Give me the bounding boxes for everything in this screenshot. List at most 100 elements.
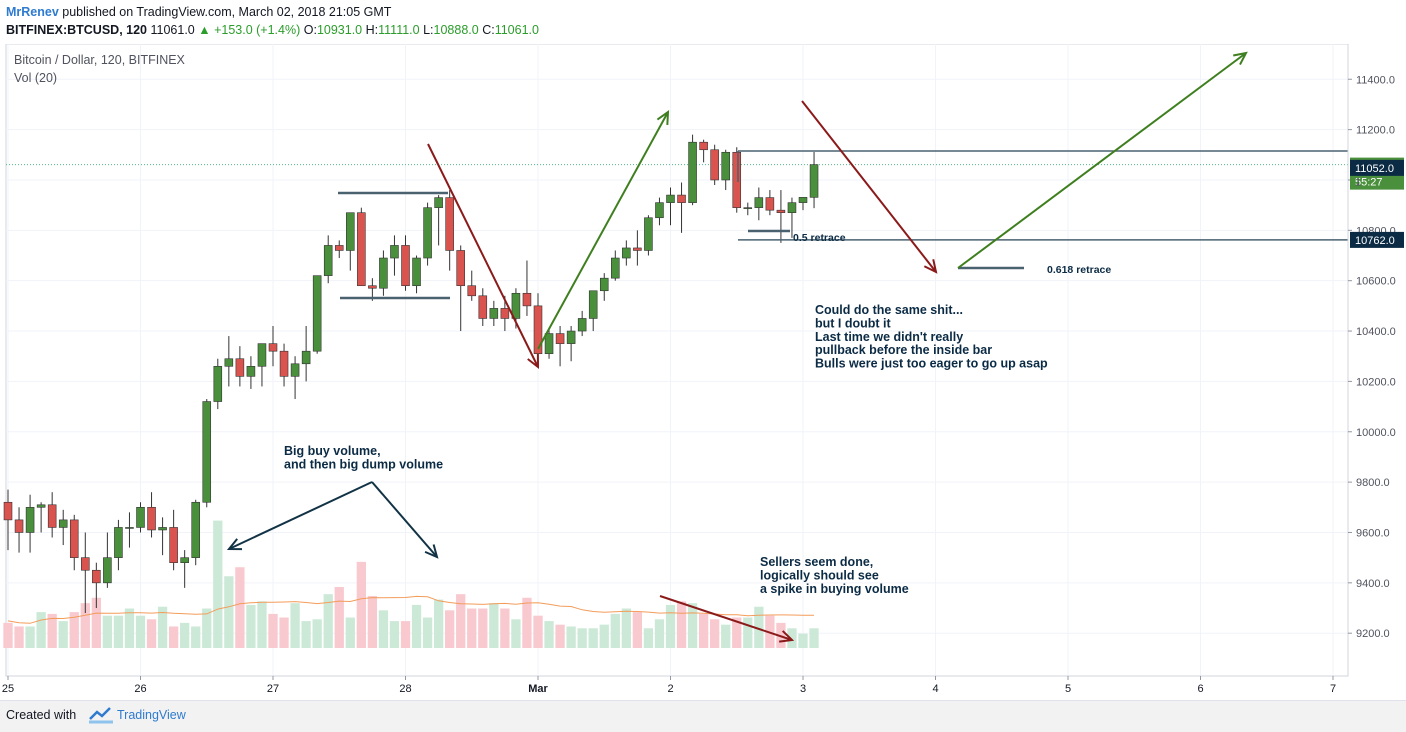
candle-body [323, 245, 333, 276]
note-sellers-line: a spike in buying volume [760, 582, 909, 596]
volume-ma-line [7, 595, 814, 624]
change-up-icon: ▲ [198, 23, 211, 37]
high-value: 11111.0 [378, 23, 420, 37]
time-axis[interactable]: 25 26 27 28 Mar 2 3 4 5 6 7 [2, 675, 1348, 695]
countdown-badge: 55:27 [1355, 177, 1383, 189]
volume-bar [489, 603, 499, 648]
volume-bar [732, 617, 742, 648]
volume-bar [301, 621, 311, 648]
candle-body [677, 194, 686, 203]
candle-body [489, 308, 499, 319]
volume-bar [588, 628, 598, 648]
candle-body [346, 212, 355, 251]
candle-body [191, 501, 200, 558]
candle-body [599, 277, 609, 292]
candle-body [246, 365, 256, 377]
dump-volume-arrow-head [424, 544, 439, 559]
price-tick-label: 11200.0 [1356, 125, 1395, 137]
volume-bar [246, 604, 256, 648]
candle-body [235, 358, 245, 377]
note-same-shit-line: Bulls were just too eager to go up asap [815, 357, 1048, 371]
candle-body [555, 333, 565, 344]
volume-bar [69, 612, 79, 648]
candle-body [533, 305, 543, 355]
note-same-shit-line: but I doubt it [815, 316, 892, 330]
symbol-label: BITFINEX:BTCUSD, 120 [6, 23, 147, 37]
volume-bar [566, 626, 576, 648]
volume-bar [191, 626, 201, 648]
candle-body [522, 292, 532, 307]
candle-body [412, 257, 421, 287]
candle-body [169, 527, 178, 563]
time-tick-label: 7 [1330, 683, 1336, 695]
volume-bar [511, 619, 521, 648]
candle-body [588, 290, 598, 319]
volume-bar [555, 624, 565, 648]
last-price: 11061.0 [150, 23, 195, 37]
candle-body [765, 197, 775, 211]
tradingview-logo-icon[interactable] [88, 705, 114, 725]
volume-bar [257, 601, 267, 648]
candle-body [644, 217, 653, 251]
note-same-shit-line: Could do the same shit... [815, 303, 963, 317]
price-tick-label: 10400.0 [1356, 326, 1396, 338]
candle-body [368, 285, 377, 289]
low-value: 10888.0 [433, 23, 479, 37]
chart-title: Bitcoin / Dollar, 120, BITFINEX [14, 53, 186, 67]
candle-body [312, 275, 322, 352]
candle-body [710, 149, 719, 181]
volume-indicator-label: Vol (20) [14, 71, 57, 85]
time-tick-label: 2 [667, 683, 673, 695]
candle-body [401, 245, 410, 287]
candle-body [125, 527, 134, 529]
volume-bar [456, 594, 466, 648]
close-label: C: [482, 23, 495, 37]
candle-body [301, 350, 311, 365]
candle-body [423, 207, 432, 259]
candle-body [25, 506, 35, 533]
candle-body [478, 295, 488, 319]
time-tick-label: 6 [1197, 683, 1203, 695]
volume-bar [422, 617, 433, 648]
candle-body [81, 557, 90, 571]
volume-bar [400, 621, 411, 648]
drawings [226, 51, 1348, 643]
candle-body [622, 247, 631, 259]
price-chart[interactable]: Bitcoin / Dollar, 120, BITFINEX Vol (20)… [0, 44, 1406, 700]
price-tick-label: 9800.0 [1356, 477, 1390, 489]
volume-bar [500, 608, 510, 648]
volume-bar [467, 608, 477, 648]
volume-bar [809, 628, 819, 648]
projected-drop-arrow-shaft [801, 100, 937, 273]
candle-body [732, 151, 742, 208]
candle-body [666, 194, 675, 203]
volume-bar [654, 619, 665, 648]
volume-bar [754, 606, 764, 648]
candle-body [467, 285, 477, 297]
candle-body [655, 202, 664, 219]
candle-body [754, 197, 764, 208]
note-sellers-line: logically should see [760, 568, 879, 582]
high-label: H: [365, 23, 379, 37]
volume-bar [698, 613, 709, 648]
volume-bar [124, 608, 135, 648]
volume-bar [367, 595, 378, 648]
volume-bar [433, 599, 444, 648]
candle-body [577, 318, 587, 332]
price-axis[interactable]: 9200.0 9400.0 9600.0 9800.0 10000.0 10200.0 10… [1347, 44, 1396, 676]
volume-bar [180, 622, 190, 648]
rally-arrow-shaft [537, 111, 669, 350]
candle-body [566, 330, 576, 344]
volume-bar [224, 576, 234, 648]
volume-bar [113, 615, 124, 648]
candle-body [114, 527, 123, 558]
volume-bar [676, 601, 687, 648]
price-tick-label: 9400.0 [1356, 578, 1390, 590]
time-tick-label: 5 [1065, 683, 1071, 695]
author-link[interactable]: MrRenev [6, 5, 59, 19]
candle-body [334, 245, 344, 251]
volume-bars [3, 520, 819, 648]
retrace-0618-label: 0.618 retrace [1047, 264, 1111, 276]
tradingview-link[interactable]: TradingView [117, 708, 186, 722]
volume-bar [643, 628, 654, 648]
